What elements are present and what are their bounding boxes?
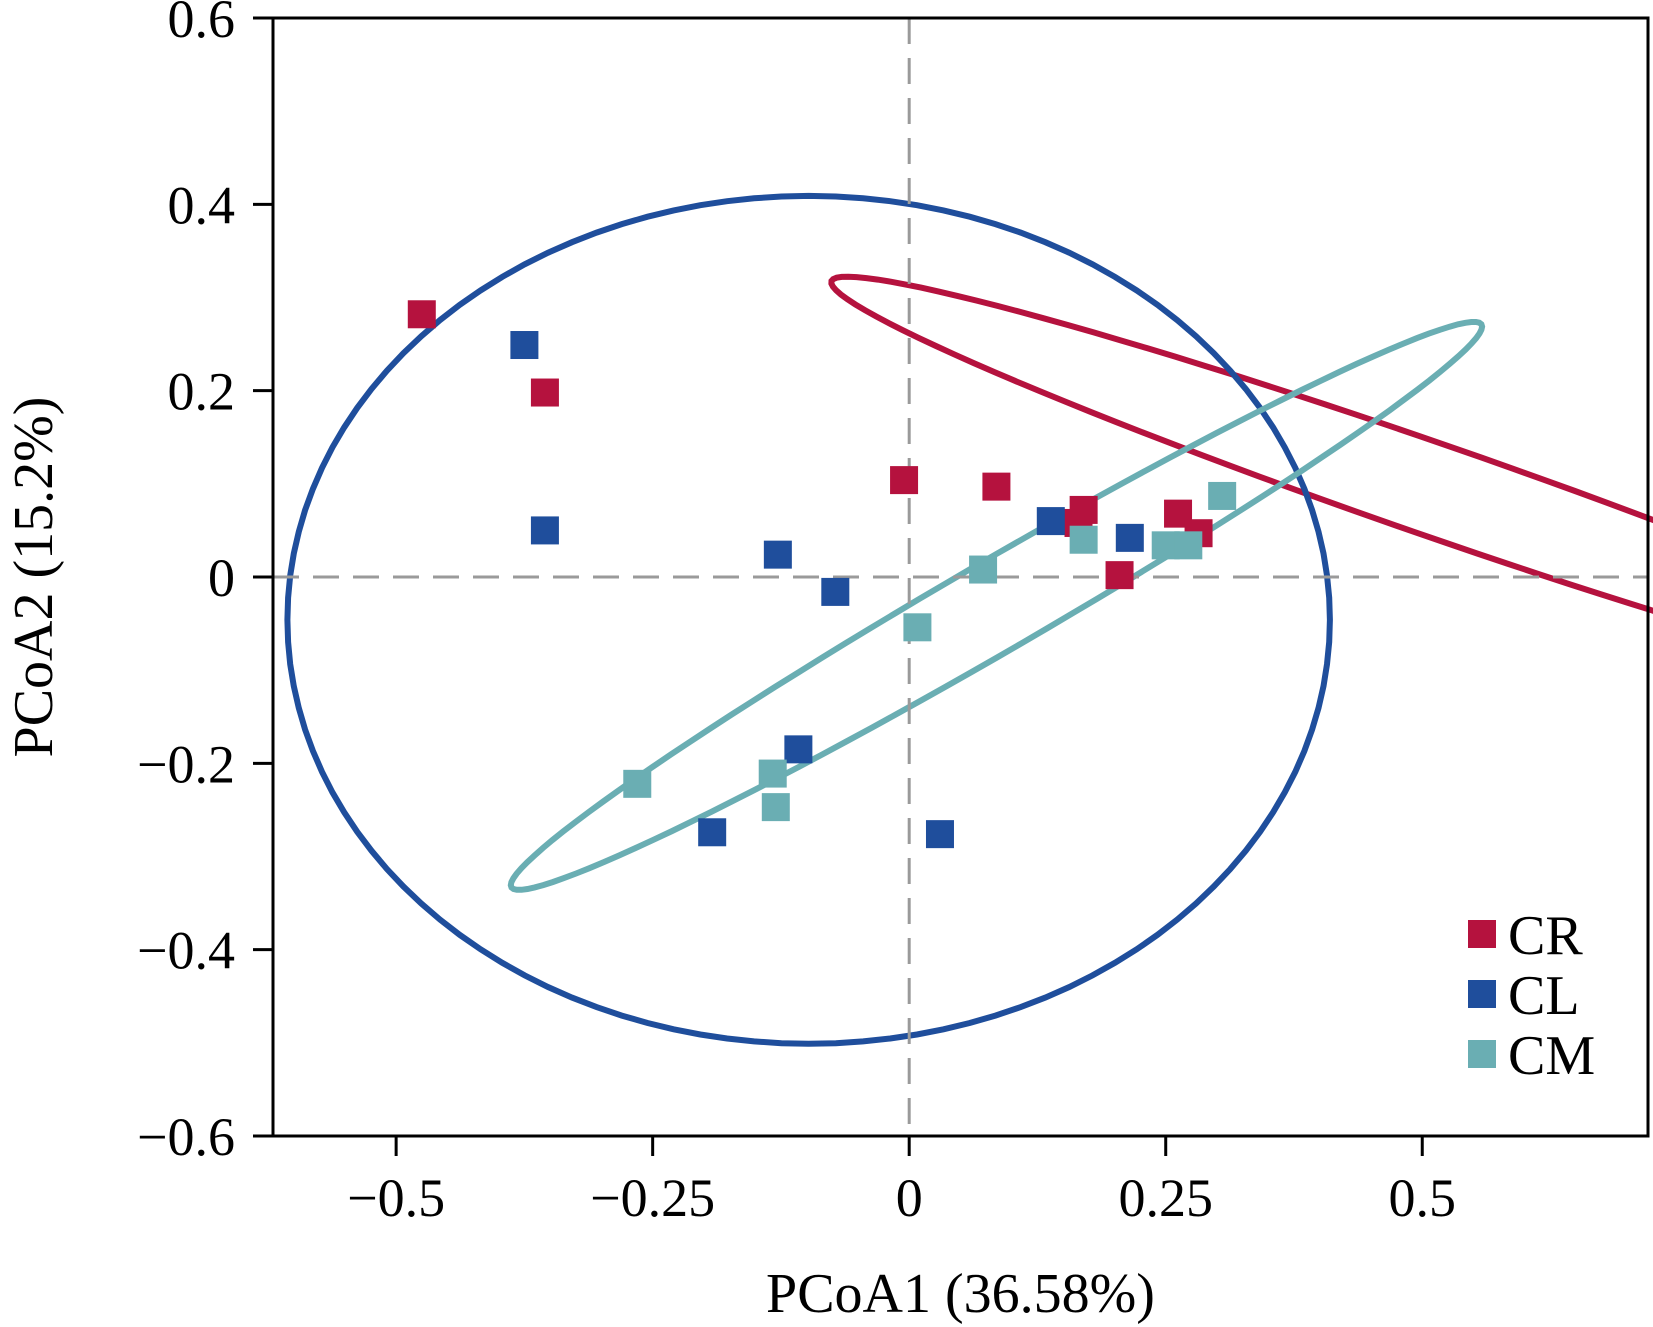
legend-swatch-cm	[1468, 1040, 1496, 1068]
y-tick-label: 0.6	[168, 0, 236, 49]
legend-swatch-cl	[1468, 980, 1496, 1008]
axis-ticks: −0.5 −0.25 0 0.25 0.5 −0.6 −0.4 −0.2 0 0.2 0.4 0.6	[137, 0, 1456, 1228]
point-cl	[925, 820, 954, 849]
point-cr	[890, 466, 919, 495]
y-axis-title: PCoA2 (15.2%)	[3, 397, 65, 758]
x-tick-label: 0.5	[1389, 1168, 1457, 1228]
legend-label-cm: CM	[1508, 1025, 1595, 1087]
x-tick-label: 0.25	[1118, 1168, 1213, 1228]
y-tick-label: 0.4	[168, 175, 236, 235]
legend-swatch-cr	[1468, 920, 1496, 948]
point-cm	[761, 793, 790, 822]
point-cl	[784, 735, 813, 764]
point-cl	[1115, 523, 1144, 552]
point-cm	[758, 759, 787, 788]
x-tick-label: 0	[896, 1168, 923, 1228]
y-tick-label: 0	[208, 548, 235, 608]
y-tick-label: −0.2	[137, 734, 235, 794]
point-cl	[510, 331, 539, 360]
confidence-ellipses	[284, 192, 1653, 1047]
ellipse-cl	[284, 192, 1333, 1047]
ellipse-cm	[507, 319, 1486, 893]
y-tick-label: 0.2	[168, 362, 236, 422]
point-cr	[530, 378, 559, 407]
point-cl	[530, 516, 559, 545]
x-axis-title: PCoA1 (36.58%)	[766, 1263, 1155, 1325]
point-cm	[1174, 531, 1203, 560]
point-cl	[698, 818, 727, 847]
x-tick-label: −0.5	[347, 1168, 445, 1228]
y-tick-label: −0.4	[137, 921, 235, 981]
legend-label-cr: CR	[1508, 905, 1583, 967]
point-cl	[1036, 507, 1065, 536]
ellipse-cr	[828, 273, 1653, 614]
legend-label-cl: CL	[1508, 965, 1580, 1027]
reference-lines	[273, 18, 1648, 1136]
point-cl	[763, 540, 792, 569]
point-cl	[821, 577, 850, 606]
point-cm	[903, 613, 932, 642]
point-cm	[1069, 525, 1098, 554]
point-cr	[982, 472, 1011, 501]
x-tick-label: −0.25	[590, 1168, 715, 1228]
point-cm	[969, 555, 998, 584]
point-cr	[407, 300, 436, 329]
point-cm	[623, 769, 652, 798]
point-cm	[1208, 481, 1237, 510]
y-tick-label: −0.6	[137, 1107, 235, 1167]
data-points	[407, 300, 1237, 849]
point-cr	[1105, 561, 1134, 590]
